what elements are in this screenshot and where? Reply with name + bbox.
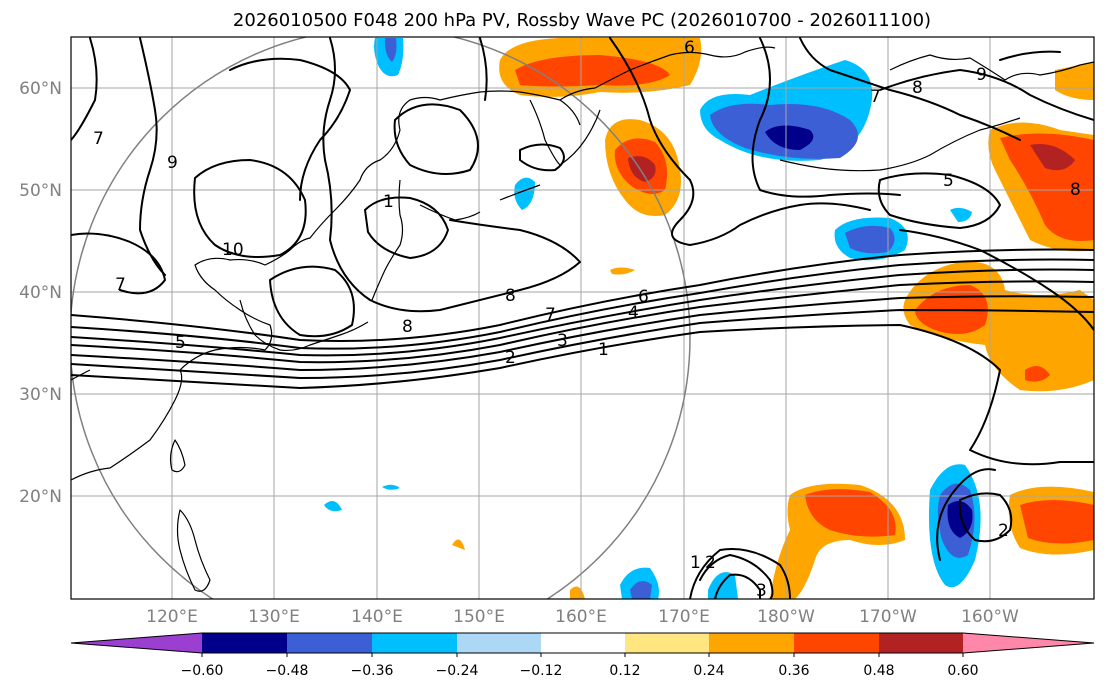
lat-label: 60°N [19, 79, 62, 99]
contour-label: 5 [175, 333, 186, 353]
contour-label: 4 [628, 303, 639, 323]
negative-anomaly-area [514, 177, 535, 210]
colorbar-tick-label: 0.48 [863, 663, 894, 679]
contour-label: 6 [638, 287, 649, 307]
colorbar-tick-label: 0.24 [693, 663, 724, 679]
figure-title: 2026010500 F048 200 hPa PV, Rossby Wave … [233, 10, 931, 31]
graticule [71, 37, 1094, 599]
colorbar-tick-label: −0.24 [436, 663, 479, 679]
contour-label: 10 [222, 240, 244, 260]
positive-anomaly-core [1025, 366, 1050, 382]
map-area: 6 7 8 9 5 1 2 3 4 6 7 8 8 10 7 9 7 5 1 2 [70, 36, 1095, 601]
negative-anomaly-peak [765, 125, 814, 150]
lon-label: 160°W [961, 607, 1019, 627]
lon-label: 180°W [757, 607, 815, 627]
contour-label: 6 [684, 38, 695, 58]
colorbar-segment [287, 633, 372, 653]
colorbar-segment [372, 633, 457, 653]
negative-anomaly-core [845, 225, 895, 254]
pv-contours [71, 37, 1094, 599]
contour-label: 8 [402, 317, 413, 337]
colorbar-extend-low [71, 633, 202, 653]
lon-label: 160°E [555, 607, 607, 627]
contour-label: 2 [998, 521, 1009, 541]
lat-label: 30°N [19, 385, 62, 405]
positive-anomaly-core [1020, 500, 1094, 544]
contour-label: 8 [505, 286, 516, 306]
contour-label: 7 [115, 275, 126, 295]
negative-anomaly-core [630, 581, 652, 599]
lat-label: 40°N [19, 283, 62, 303]
contour-label: 9 [167, 153, 178, 173]
contour-label: 9 [976, 65, 987, 85]
colorbar: −0.60 −0.48 −0.36 −0.24 −0.12 0.12 0.24 … [70, 632, 1095, 679]
contour-label: 7 [93, 129, 104, 149]
contour-label: 8 [912, 78, 923, 98]
negative-anomaly-area [708, 572, 738, 599]
contour-label: 1 [690, 553, 701, 573]
colorbar-segment [625, 633, 709, 653]
lat-label: 50°N [19, 181, 62, 201]
lat-label: 20°N [19, 487, 62, 507]
colorbar-tick-label: −0.12 [520, 663, 563, 679]
colorbar-extend-high [963, 633, 1094, 653]
longitude-labels: 120°E 130°E 140°E 150°E 160°E 170°E 180°… [146, 607, 1019, 627]
colorbar-tick-label: −0.36 [351, 663, 394, 679]
analysis-circle [71, 37, 691, 599]
lon-label: 170°E [658, 607, 710, 627]
positive-anomaly-area [610, 267, 635, 275]
negative-anomaly-area [382, 484, 400, 490]
colorbar-segment [709, 633, 794, 653]
lon-label: 130°E [248, 607, 300, 627]
shading-layer [324, 38, 1094, 599]
contour-label: 3 [557, 331, 568, 351]
latitude-labels: 60°N 50°N 40°N 30°N 20°N [19, 79, 62, 507]
colorbar-segment [457, 633, 541, 653]
colorbar-tick-label: −0.48 [266, 663, 309, 679]
positive-anomaly-area [452, 539, 465, 550]
contour-label: 7 [545, 305, 556, 325]
colorbar-tick-label: 0.36 [778, 663, 809, 679]
contour-labels: 6 7 8 9 5 1 2 3 4 6 7 8 8 10 7 9 7 5 1 2 [93, 38, 1081, 601]
map-frame [70, 36, 1095, 600]
colorbar-segment [202, 633, 287, 653]
lon-label: 120°E [146, 607, 198, 627]
lon-label: 170°W [859, 607, 917, 627]
lon-label: 140°E [351, 607, 403, 627]
negative-anomaly-area [950, 207, 972, 222]
contour-label: 2 [505, 348, 516, 368]
negative-anomaly-core [384, 38, 397, 62]
colorbar-ticks: −0.60 −0.48 −0.36 −0.24 −0.12 0.12 0.24 … [181, 653, 979, 679]
contour-label: 2 [705, 553, 716, 573]
positive-anomaly-core [515, 55, 670, 87]
coastlines [71, 46, 1094, 592]
positive-anomaly-peak [1030, 144, 1075, 171]
lon-label: 150°E [453, 607, 505, 627]
colorbar-segment [879, 633, 963, 653]
colorbar-tick-label: 0.12 [609, 663, 640, 679]
positive-anomaly-area [1055, 62, 1094, 100]
contour-label: 8 [1070, 180, 1081, 200]
colorbar-segment [541, 633, 625, 653]
colorbar-tick-label: 0.60 [947, 663, 978, 679]
colorbar-segment [794, 633, 879, 653]
contour-label: 3 [756, 581, 767, 601]
contour-label: 7 [870, 87, 881, 107]
positive-anomaly-core [805, 489, 896, 537]
negative-anomaly-area [324, 501, 342, 512]
colorbar-tick-label: −0.60 [181, 663, 224, 679]
contour-label: 1 [383, 192, 394, 212]
contour-label: 1 [598, 340, 609, 360]
contour-label: 5 [943, 171, 954, 191]
